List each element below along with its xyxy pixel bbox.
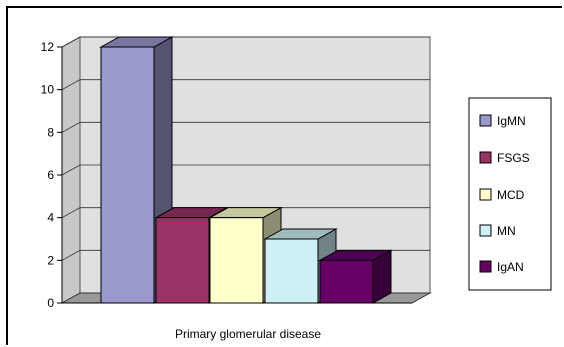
bar-igan	[318, 249, 393, 304]
legend-label-mn: MN	[497, 224, 516, 238]
bar-front	[100, 46, 155, 304]
legend-swatch-igan	[479, 260, 492, 273]
x-axis-title: Primary glomerular disease	[175, 327, 321, 341]
y-tick-labels: 0 2 4 6 8 10 12	[41, 40, 55, 310]
gridline	[61, 164, 430, 176]
bar-front	[264, 238, 319, 304]
legend-swatch-mn	[479, 224, 492, 237]
legend-swatch-mcd	[479, 188, 492, 201]
bars	[99, 36, 393, 304]
legend-label-fsgs: FSGS	[497, 151, 530, 165]
gridline	[61, 207, 430, 219]
legend-label-igan: IgAN	[497, 260, 524, 274]
bar-front	[155, 217, 210, 304]
y-tick-label: 4	[47, 211, 54, 225]
y-tick-label: 2	[47, 253, 54, 267]
gridline	[61, 121, 430, 133]
legend-swatch-fsgs	[479, 151, 492, 164]
legend-label-igmn: IgMN	[497, 114, 526, 128]
legend-label-mcd: MCD	[497, 188, 525, 202]
gridline	[61, 79, 430, 91]
y-tick-label: 12	[41, 40, 55, 54]
legend-swatch-igmn	[479, 114, 492, 127]
gridline	[61, 36, 430, 48]
chart-frame	[6, 6, 562, 345]
legend: IgMN FSGS MCD MN IgAN	[468, 97, 552, 291]
bar-front	[319, 259, 374, 304]
bar-front	[209, 217, 264, 304]
y-tick-label: 10	[41, 83, 55, 97]
y-tick-label: 0	[47, 296, 54, 310]
y-tick-label: 6	[47, 168, 54, 182]
y-tick-label: 8	[47, 125, 54, 139]
